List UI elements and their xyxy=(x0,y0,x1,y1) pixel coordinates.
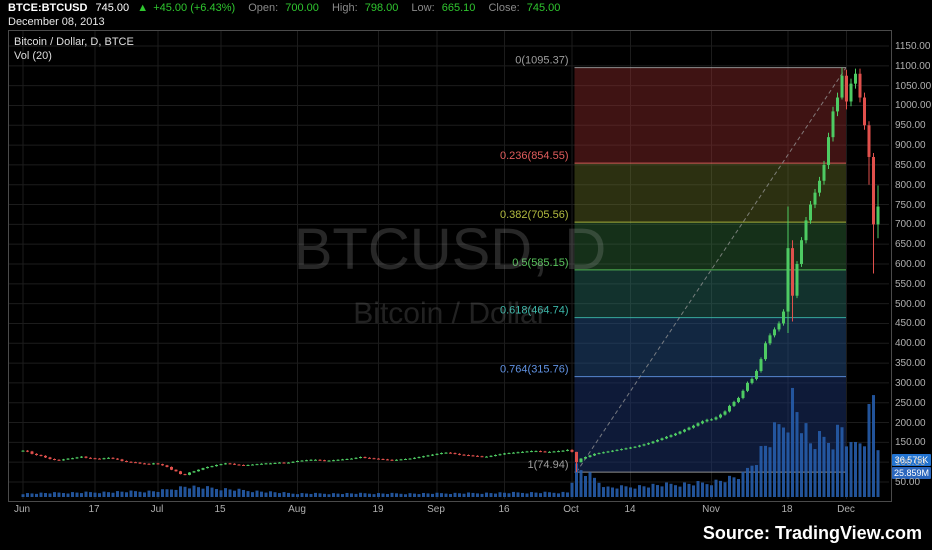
fib-band xyxy=(574,67,846,164)
price-tick-label: 300.00 xyxy=(895,378,926,389)
time-tick-label: Oct xyxy=(563,504,579,515)
price-tick-label: 250.00 xyxy=(895,398,926,409)
last-price: 745.00 xyxy=(95,2,130,14)
price-tick-label: 100.00 xyxy=(895,457,926,468)
crosshair-date: December 08, 2013 xyxy=(8,16,105,28)
price-tick-label: 550.00 xyxy=(895,279,926,290)
price-tick-label: 800.00 xyxy=(895,180,926,191)
time-tick-label: 18 xyxy=(781,504,793,515)
fib-level-label: 0(1095.37) xyxy=(515,55,568,67)
high-value: 798.00 xyxy=(364,2,399,14)
high-label: High: xyxy=(331,2,358,14)
time-tick-label: 19 xyxy=(372,504,384,515)
candles xyxy=(21,67,880,476)
price-tick-label: 500.00 xyxy=(895,299,926,310)
price-tick-label: 850.00 xyxy=(895,160,926,171)
time-tick-label: Aug xyxy=(288,504,306,515)
price-tick-label: 150.00 xyxy=(895,437,926,448)
price-tick-label: 950.00 xyxy=(895,120,926,131)
source-brand[interactable]: TradingView.com xyxy=(774,523,922,543)
time-tick-label: Sep xyxy=(427,504,445,515)
time-tick-label: Jun xyxy=(13,504,31,515)
symbol-info-bar: BTCE:BTCUSD 745.00 ▲ +45.00 (+6.43%) Ope… xyxy=(8,2,560,14)
time-axis[interactable]: Jun 17 Jul 15 Aug 19 Sep 16 Oct 14 Nov 18 Dec xyxy=(8,502,892,517)
legend-volume-indicator[interactable]: Vol (20) xyxy=(14,50,52,62)
fib-level-label: 0.764(315.76) xyxy=(500,364,569,376)
close-label: Close: xyxy=(488,2,520,14)
fib-band xyxy=(574,317,846,377)
watermark-symbol: BTCUSD, D xyxy=(294,217,607,282)
price-tick-label: 600.00 xyxy=(895,259,926,270)
time-tick-label: Jul xyxy=(150,504,164,515)
low-value: 665.10 xyxy=(441,2,476,14)
price-change: +45.00 (+6.43%) xyxy=(153,2,236,14)
price-tick-label: 50.00 xyxy=(895,477,921,488)
time-tick-label: 14 xyxy=(624,504,636,515)
time-tick-label: Nov xyxy=(702,504,720,515)
volume-bars xyxy=(21,387,880,497)
price-tick-label: 650.00 xyxy=(895,239,926,250)
price-tick-label: 200.00 xyxy=(895,418,926,429)
fib-band xyxy=(574,163,846,223)
fib-level-label: 0.5(585.15) xyxy=(512,257,568,269)
source-bar: Source: TradingView.com xyxy=(0,518,932,550)
time-tick-label: Dec xyxy=(837,504,855,515)
fib-band xyxy=(574,269,846,318)
fib-level-label: 0.236(854.55) xyxy=(500,150,569,162)
legend-title[interactable]: Bitcoin / Dollar, D, BTCE xyxy=(14,36,134,48)
price-tick-label: 350.00 xyxy=(895,358,926,369)
candlestick-chart[interactable]: 0(1095.37) 0.236(854.55) 0.382(705.56) 0.5(… xyxy=(8,30,892,502)
time-tick-label: 16 xyxy=(498,504,510,515)
price-tick-label: 750.00 xyxy=(895,200,926,211)
chart-canvas[interactable]: 0(1095.37) 0.236(854.55) 0.382(705.56) 0.5(… xyxy=(9,31,889,499)
price-tick-label: 1050.00 xyxy=(895,81,932,92)
price-tick-label: 1000.00 xyxy=(895,100,932,111)
price-tick-label: 700.00 xyxy=(895,219,926,230)
close-value: 745.00 xyxy=(526,2,561,14)
change-arrow-icon: ▲ xyxy=(137,2,149,14)
time-tick-label: 17 xyxy=(88,504,100,515)
fib-level-label: 0.618(464.74) xyxy=(500,305,569,317)
price-tick-label: 400.00 xyxy=(895,338,926,349)
low-label: Low: xyxy=(411,2,435,14)
open-label: Open: xyxy=(248,2,279,14)
fib-level-label: 1(74.94) xyxy=(528,459,569,471)
source-label: Source: xyxy=(702,523,775,543)
chart-legend: Bitcoin / Dollar, D, BTCE Vol (20) xyxy=(14,35,134,63)
price-tick-label: 1150.00 xyxy=(895,41,931,52)
price-axis[interactable]: 36.575K 25.859M 1150.00 1100.00 1050.00 100… xyxy=(892,30,932,502)
price-tick-label: 1100.00 xyxy=(895,61,931,72)
time-tick-label: 15 xyxy=(214,504,226,515)
open-value: 700.00 xyxy=(285,2,319,14)
price-tick-label: 900.00 xyxy=(895,140,926,151)
price-tick-label: 450.00 xyxy=(895,318,926,329)
watermark-name: Bitcoin / Dollar xyxy=(353,297,546,330)
symbol-name[interactable]: BTCE:BTCUSD xyxy=(8,2,88,14)
volume-value-badge: 36.575K xyxy=(892,454,931,466)
volume-ma-badge: 25.859M xyxy=(892,467,931,479)
fib-level-label: 0.382(705.56) xyxy=(500,209,569,221)
